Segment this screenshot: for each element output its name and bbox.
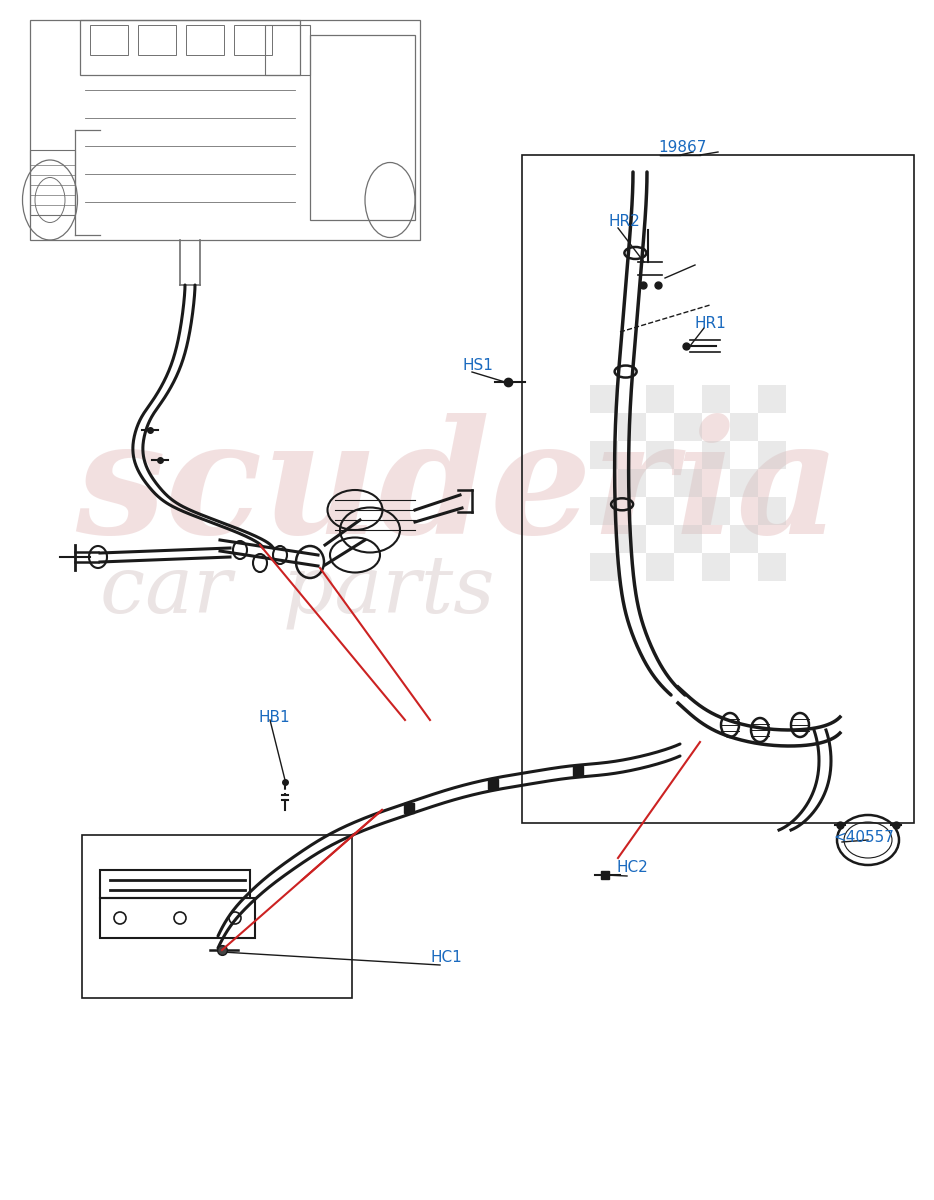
Bar bbox=[758, 497, 786, 526]
Bar bbox=[674, 413, 702, 440]
Bar bbox=[730, 526, 758, 553]
Bar bbox=[618, 526, 646, 553]
Bar bbox=[30, 20, 420, 240]
Bar bbox=[522, 155, 914, 823]
Bar bbox=[646, 553, 674, 581]
Text: <40557: <40557 bbox=[833, 830, 894, 846]
Bar bbox=[646, 385, 674, 413]
Bar bbox=[702, 385, 730, 413]
Bar bbox=[80, 20, 300, 74]
Bar bbox=[590, 385, 618, 413]
Text: HR2: HR2 bbox=[608, 215, 640, 229]
Bar bbox=[758, 440, 786, 469]
Bar bbox=[618, 469, 646, 497]
Bar bbox=[702, 497, 730, 526]
Bar bbox=[186, 25, 224, 55]
Bar bbox=[30, 150, 75, 215]
Bar bbox=[674, 526, 702, 553]
Bar bbox=[234, 25, 272, 55]
Bar bbox=[138, 25, 176, 55]
Text: HR1: HR1 bbox=[695, 316, 727, 330]
Bar bbox=[590, 497, 618, 526]
Bar bbox=[590, 440, 618, 469]
Bar bbox=[90, 25, 128, 55]
Bar bbox=[646, 440, 674, 469]
Text: car  parts: car parts bbox=[100, 551, 494, 629]
Text: HC1: HC1 bbox=[430, 950, 461, 966]
Bar bbox=[82, 835, 352, 998]
Bar bbox=[730, 413, 758, 440]
Bar bbox=[265, 25, 310, 74]
Bar bbox=[100, 898, 255, 938]
Bar bbox=[758, 553, 786, 581]
Bar bbox=[758, 385, 786, 413]
Bar bbox=[590, 553, 618, 581]
Bar bbox=[702, 553, 730, 581]
Bar bbox=[618, 413, 646, 440]
Text: HS1: HS1 bbox=[462, 359, 493, 373]
Bar bbox=[730, 469, 758, 497]
Bar bbox=[310, 35, 415, 220]
Text: HC2: HC2 bbox=[617, 860, 649, 876]
Text: scuderia: scuderia bbox=[75, 413, 840, 566]
Text: HB1: HB1 bbox=[258, 710, 290, 726]
Bar bbox=[674, 469, 702, 497]
Bar bbox=[646, 497, 674, 526]
Text: 19867: 19867 bbox=[658, 140, 706, 156]
Bar bbox=[702, 440, 730, 469]
Bar bbox=[100, 870, 250, 898]
